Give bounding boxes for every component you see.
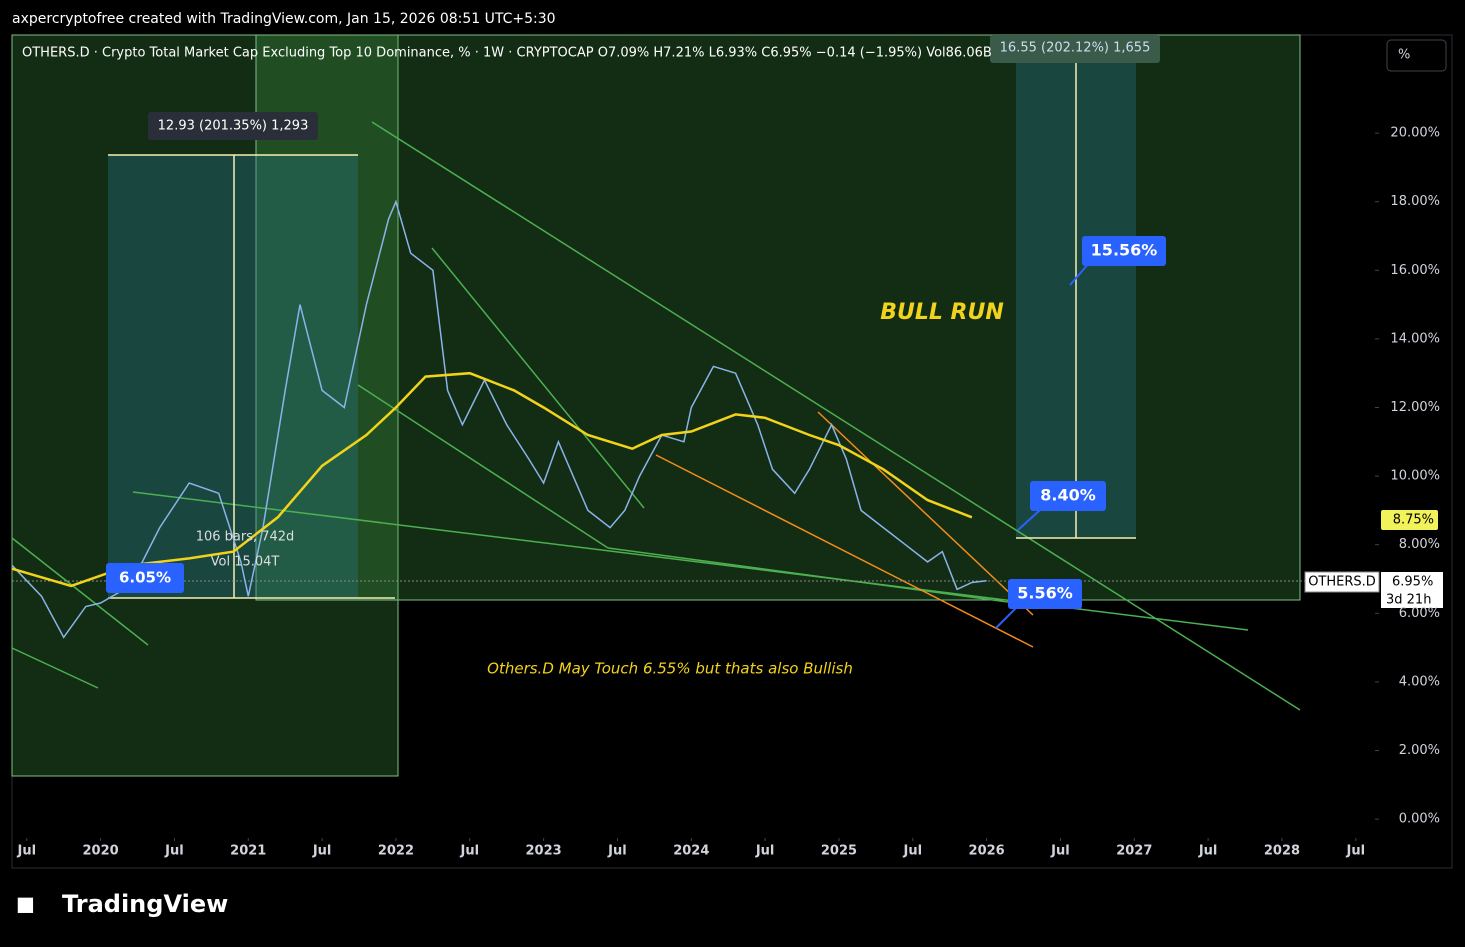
symbol-tag-text: OTHERS.D — [1308, 575, 1376, 590]
y-tick-label: 10.00% — [1390, 469, 1440, 484]
y-tick-label: 18.00% — [1390, 194, 1440, 209]
note: Others.D May Touch 6.55% but thats also … — [487, 660, 853, 678]
bull-run: BULL RUN — [880, 300, 1004, 325]
plot — [11, 199, 987, 639]
x-tick-label: Jul — [1346, 844, 1366, 859]
x-tick-label: 2022 — [378, 844, 414, 859]
y-tick-label: 16.00% — [1390, 263, 1440, 278]
x-tick-label: Jul — [16, 844, 36, 859]
scale-button-text[interactable]: % — [1398, 48, 1410, 63]
vol-label: Vol 15.04T — [211, 555, 280, 570]
callout — [106, 563, 184, 593]
range-label: 16.55 (202.12%) 1,655 — [1000, 41, 1151, 56]
label-box — [990, 35, 1160, 63]
x-tick-label: 2028 — [1264, 844, 1300, 859]
y-tick-label: 14.00% — [1390, 331, 1440, 346]
header: axpercryptofree created with TradingView… — [12, 11, 556, 27]
price-tag — [1381, 510, 1438, 530]
x-tick-label: Jul — [164, 844, 184, 859]
x-tick-label: 2024 — [673, 844, 709, 859]
label-box — [148, 112, 318, 140]
y-tick-label: 20.00% — [1390, 126, 1440, 141]
x-tick-label: 2027 — [1116, 844, 1152, 859]
chart-frame — [11, 34, 1453, 869]
callout-text: 6.05% — [119, 569, 171, 587]
y-tick-label: 6.00% — [1399, 606, 1440, 621]
x-tick-label: 2025 — [821, 844, 857, 859]
x-tick-label: Jul — [903, 844, 923, 859]
callout — [1082, 236, 1166, 266]
x-tick-label: Jul — [459, 844, 479, 859]
y-tick-label: 0.00% — [1399, 812, 1440, 827]
x-tick-label: Jul — [1050, 844, 1070, 859]
x-tick-label: 2020 — [83, 844, 119, 859]
price-tag-text: 6.95% — [1392, 575, 1433, 590]
x-tick-label: 2021 — [230, 844, 266, 859]
x-tick-label: 2026 — [969, 844, 1005, 859]
callout-text: 15.56% — [1091, 241, 1158, 260]
price-tag-text: 8.75% — [1393, 513, 1434, 528]
y-tick-label: 8.00% — [1399, 537, 1440, 552]
price-tag — [1381, 572, 1443, 608]
y-tick-label: 4.00% — [1399, 674, 1440, 689]
x-tick-label: Jul — [607, 844, 627, 859]
measure — [108, 40, 1136, 599]
zone — [11, 34, 399, 777]
scale-button[interactable] — [1386, 39, 1447, 72]
callout — [1008, 579, 1082, 609]
symbol-tag — [1304, 571, 1380, 593]
callout-text: 5.56% — [1017, 584, 1073, 603]
logo-mark: ■ — [16, 892, 35, 916]
bars-label: 106 bars, 742d — [196, 530, 295, 545]
callout — [1030, 481, 1106, 511]
x-tick-label: 2023 — [526, 844, 562, 859]
y-tick-label: 12.00% — [1390, 400, 1440, 415]
legend-line: OTHERS.D · Crypto Total Market Cap Exclu… — [22, 46, 992, 61]
x-tick-label: Jul — [755, 844, 775, 859]
zone — [255, 34, 1301, 601]
x-tick-label: Jul — [1198, 844, 1218, 859]
x-tick-label: Jul — [312, 844, 332, 859]
callout-pointer — [1017, 509, 1041, 531]
series-line — [11, 371, 973, 588]
y-tick-label: 2.00% — [1399, 743, 1440, 758]
callout-pointer — [995, 605, 1019, 629]
range-label: 12.93 (201.35%) 1,293 — [158, 119, 309, 134]
callout-text: 8.40% — [1040, 486, 1096, 505]
countdown: 3d 21h — [1386, 593, 1431, 608]
logo[interactable]: TradingView — [62, 890, 228, 918]
range-box — [108, 155, 358, 598]
